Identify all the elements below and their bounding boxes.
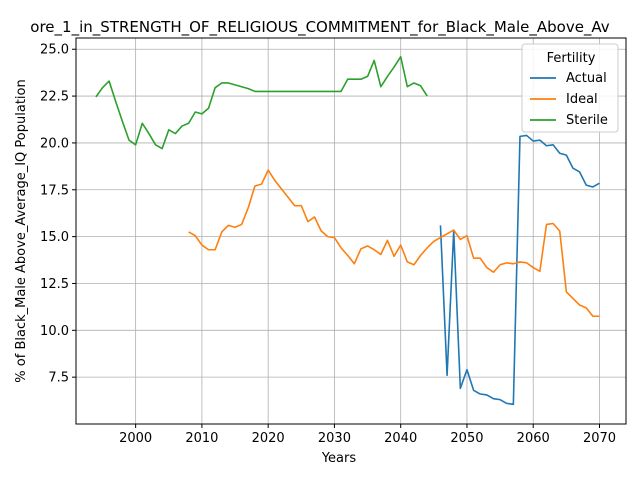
plot-frame bbox=[75, 37, 627, 425]
axis-ticks: 2000 2010 2020 2030 2040 2050 2060 2070 7.5 10.0 1… bbox=[40, 43, 616, 446]
series-line-actual bbox=[439, 134, 600, 406]
y-tick-label: 20.0 bbox=[40, 136, 69, 151]
x-tick-label: 2050 bbox=[450, 431, 483, 446]
y-tick-label: 15.0 bbox=[40, 230, 69, 245]
series-lines bbox=[95, 55, 600, 406]
legend-title: Fertility bbox=[547, 51, 596, 66]
x-tick-label: 2010 bbox=[185, 431, 218, 446]
legend: Fertility Actual Ideal Sterile bbox=[521, 43, 619, 133]
series-line-ideal bbox=[188, 169, 600, 318]
x-tick-label: 2030 bbox=[318, 431, 351, 446]
legend-box bbox=[521, 43, 619, 133]
y-tick-label: 10.0 bbox=[40, 324, 69, 339]
series-line-sterile bbox=[95, 55, 428, 150]
x-axis-label: Years bbox=[321, 451, 357, 466]
y-tick-label: 7.5 bbox=[48, 371, 69, 386]
y-tick-label: 12.5 bbox=[40, 277, 69, 292]
x-tick-label: 2000 bbox=[119, 431, 152, 446]
x-tick-label: 2060 bbox=[517, 431, 550, 446]
y-tick-label: 25.0 bbox=[40, 43, 69, 58]
legend-label-ideal: Ideal bbox=[566, 92, 598, 107]
legend-label-actual: Actual bbox=[566, 71, 607, 86]
x-tick-label: 2020 bbox=[252, 431, 285, 446]
x-tick-label: 2040 bbox=[384, 431, 417, 446]
y-tick-label: 17.5 bbox=[40, 183, 69, 198]
x-tick-label: 2070 bbox=[583, 431, 616, 446]
y-axis-label: % of Black_Male Above_Average_IQ Populat… bbox=[14, 79, 29, 382]
y-tick-label: 22.5 bbox=[40, 90, 69, 105]
chart-title: ore_1_in_STRENGTH_OF_RELIGIOUS_COMMITMEN… bbox=[30, 18, 610, 37]
legend-label-sterile: Sterile bbox=[566, 113, 608, 128]
